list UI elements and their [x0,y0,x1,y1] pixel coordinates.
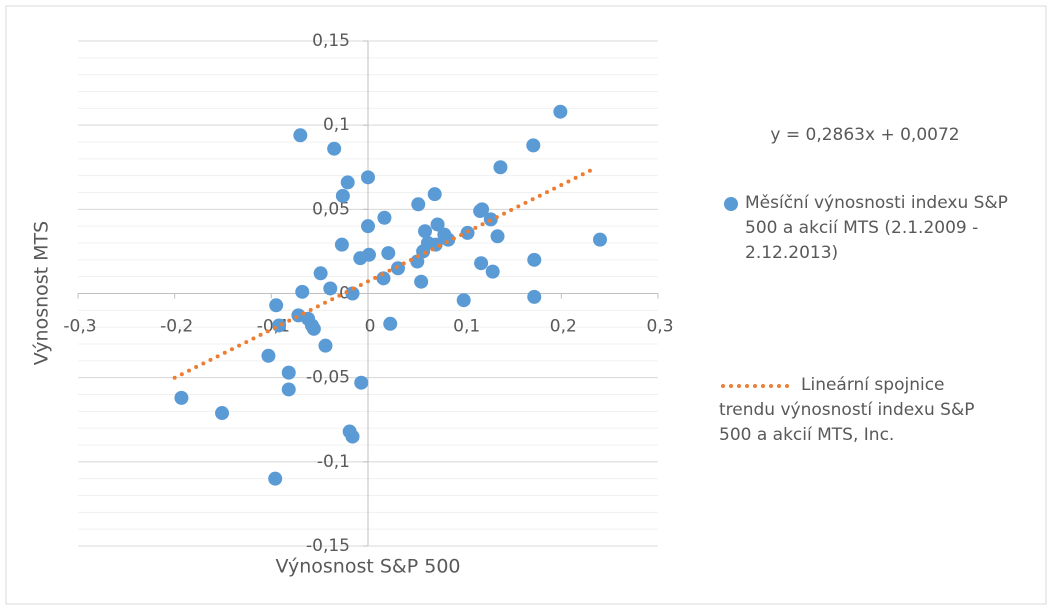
data-point [335,188,350,203]
data-point [485,264,500,279]
data-point [527,289,542,304]
data-point [526,138,541,153]
data-point [318,338,333,353]
x-tick-label: 0,1 [453,317,480,337]
x-tick-label: 0,2 [550,317,577,337]
data-point [383,316,398,331]
data-point [306,321,321,336]
data-point [410,254,425,269]
data-point [293,128,308,143]
y-tick-label: -0,05 [306,368,350,388]
data-point [334,237,349,252]
data-point [268,471,283,486]
y-tick-label: -0,15 [306,536,350,556]
data-point [527,252,542,267]
data-point [411,197,426,212]
data-point [490,229,505,244]
data-point [414,274,429,289]
x-axis-title: Výnosnost S&P 500 [276,556,461,578]
data-point [381,246,396,261]
data-point [441,232,456,247]
data-point [281,365,296,380]
y-tick-label: 0,1 [323,115,350,135]
data-point [327,141,342,156]
data-point [272,318,287,333]
trendline-equation: y = 0,2863x + 0,0072 [770,125,959,145]
y-axis-title: Výnosnost MTS [31,221,53,365]
data-point [313,266,328,281]
data-point [474,256,489,271]
legend-series-swatch [724,197,738,211]
y-tick-label: 0,05 [312,199,350,219]
data-point [174,390,189,405]
data-point [473,204,488,219]
data-point [493,160,508,175]
data-point [361,170,375,185]
y-tick-label: -0,1 [317,452,350,472]
data-point [323,281,338,296]
data-point [430,217,445,232]
legend-trendline-label: Lineární spojnice trendu výnosností inde… [719,375,975,445]
legend-series-label: Měsíční výnosnosti indexu S&P 500 a akci… [745,193,1008,263]
data-point [345,429,360,444]
data-point [427,187,442,202]
data-point [456,293,471,308]
y-tick-label: 0,15 [312,31,350,51]
x-tick-label: 0 [365,317,376,337]
data-point [345,286,360,301]
data-point [354,375,369,390]
x-tick-label: 0,3 [646,317,673,337]
trendline [172,168,593,380]
data-point [377,210,392,225]
data-point [261,348,276,363]
data-point [418,224,433,239]
data-point [376,271,391,286]
y-tick-label: 0 [339,284,350,304]
data-point [281,382,296,397]
data-point [553,104,568,119]
data-point [340,175,355,190]
x-tick-label: -0,2 [160,317,193,337]
x-tick-label: -0,3 [63,317,96,337]
data-point [353,251,368,266]
data-point [593,232,607,247]
data-point [361,219,375,234]
data-point [269,298,284,313]
chart-border [5,5,1047,605]
data-point [295,284,310,299]
data-point [215,406,230,421]
